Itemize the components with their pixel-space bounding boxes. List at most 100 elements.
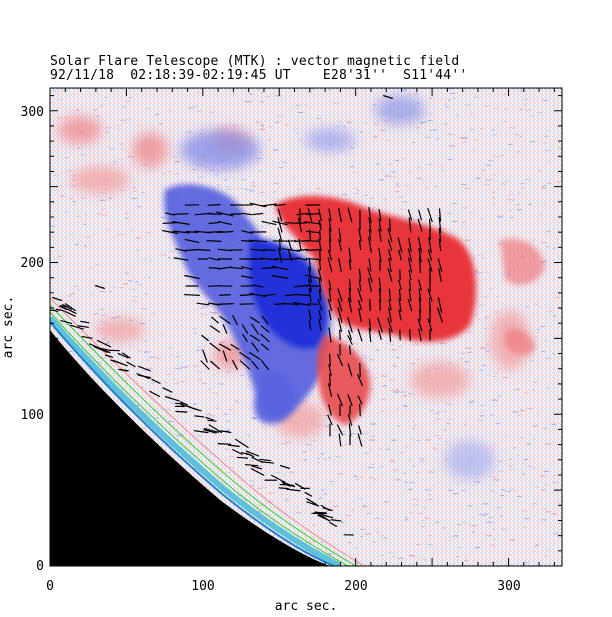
field-vector: [184, 294, 200, 296]
x-axis-label: arc sec.: [275, 599, 338, 614]
field-vector: [368, 258, 372, 272]
field-vector: [318, 219, 322, 231]
field-vector: [232, 448, 243, 456]
field-vector: [305, 497, 318, 506]
field-vector: [387, 268, 393, 282]
field-vector: [368, 277, 372, 293]
field-vector: [305, 249, 321, 251]
field-vector: [295, 248, 309, 252]
field-vector: [117, 352, 129, 359]
field-vector: [260, 325, 270, 333]
field-vector: [59, 305, 68, 308]
field-vector: [348, 287, 352, 303]
field-vector: [328, 373, 332, 387]
field-vector: [297, 217, 303, 233]
field-vector: [308, 287, 312, 303]
field-vector: [378, 287, 382, 303]
field-vector: [387, 317, 393, 333]
field-vector: [358, 307, 362, 323]
field-vector: [408, 269, 412, 281]
field-vector: [388, 328, 392, 342]
field-vector: [195, 248, 211, 252]
field-vector: [252, 258, 264, 260]
field-vector: [151, 378, 161, 385]
field-vector: [241, 230, 253, 234]
field-vector: [250, 248, 266, 252]
field-vector: [240, 451, 252, 456]
field-vector: [259, 458, 272, 462]
field-vector: [407, 257, 413, 273]
field-vector: [200, 360, 210, 370]
field-vector: [307, 303, 319, 305]
field-vector: [308, 309, 312, 321]
field-vector: [348, 247, 352, 263]
field-vector: [296, 257, 308, 261]
field-vector: [245, 450, 260, 457]
field-vector: [398, 249, 402, 261]
field-vector: [164, 212, 176, 216]
field-vector: [336, 393, 344, 407]
field-vector: [77, 325, 89, 328]
field-vector: [427, 258, 433, 272]
field-vector: [388, 288, 392, 302]
field-vector: [95, 284, 105, 290]
field-vector: [118, 368, 129, 372]
field-vector: [175, 410, 188, 413]
field-vector: [230, 343, 240, 351]
field-vector: [338, 228, 342, 242]
weak-negative-regions: [180, 95, 495, 480]
field-vector: [240, 266, 254, 270]
field-vector: [104, 354, 114, 358]
field-vector: [418, 209, 422, 221]
field-vector: [328, 279, 332, 291]
field-vector: [231, 359, 239, 371]
field-vector: [347, 414, 353, 426]
field-vector: [378, 248, 382, 262]
x-tick-label: 300: [497, 579, 520, 594]
map-subtitle: 92/11/18 02:18:39-02:19:45 UT E28'31'' S…: [50, 68, 468, 83]
field-vector: [436, 307, 444, 323]
field-vector: [280, 464, 290, 470]
field-vector: [251, 360, 259, 370]
field-vector: [231, 314, 239, 326]
field-vector: [328, 404, 332, 416]
field-vector: [398, 309, 402, 321]
field-vector: [328, 364, 332, 376]
field-vector: [272, 220, 288, 226]
field-vector: [387, 227, 393, 243]
field-vector: [220, 430, 232, 434]
field-vector: [427, 207, 433, 223]
field-vector: [262, 293, 276, 297]
field-vector: [322, 514, 334, 519]
field-vector: [388, 257, 392, 273]
field-vector: [282, 302, 300, 306]
field-vector: [327, 257, 333, 273]
positive-polarity-region: [275, 195, 545, 425]
field-vector: [161, 229, 179, 235]
y-tick-label: 300: [21, 105, 44, 120]
field-vector: [307, 208, 313, 222]
field-vector: [294, 293, 310, 297]
solar-limb: [50, 297, 365, 566]
field-vector: [428, 237, 432, 253]
field-vector: [316, 512, 331, 522]
field-vector: [96, 339, 112, 348]
field-vector: [240, 275, 254, 279]
field-vector: [368, 318, 372, 332]
field-vector: [418, 328, 422, 342]
field-vector: [398, 279, 402, 291]
field-vector: [308, 319, 312, 331]
field-vector: [208, 221, 220, 225]
map-title: Solar Flare Telescope (MTK) : vector mag…: [50, 54, 460, 69]
field-vector: [121, 352, 131, 359]
field-vector: [305, 240, 321, 242]
field-vector: [307, 278, 313, 292]
field-vector: [318, 208, 322, 222]
field-vector: [377, 317, 383, 333]
plot-frame: [49, 87, 563, 567]
field-vector: [261, 266, 277, 270]
field-vector: [320, 504, 331, 512]
field-vector: [274, 257, 286, 261]
field-vector: [137, 365, 152, 372]
